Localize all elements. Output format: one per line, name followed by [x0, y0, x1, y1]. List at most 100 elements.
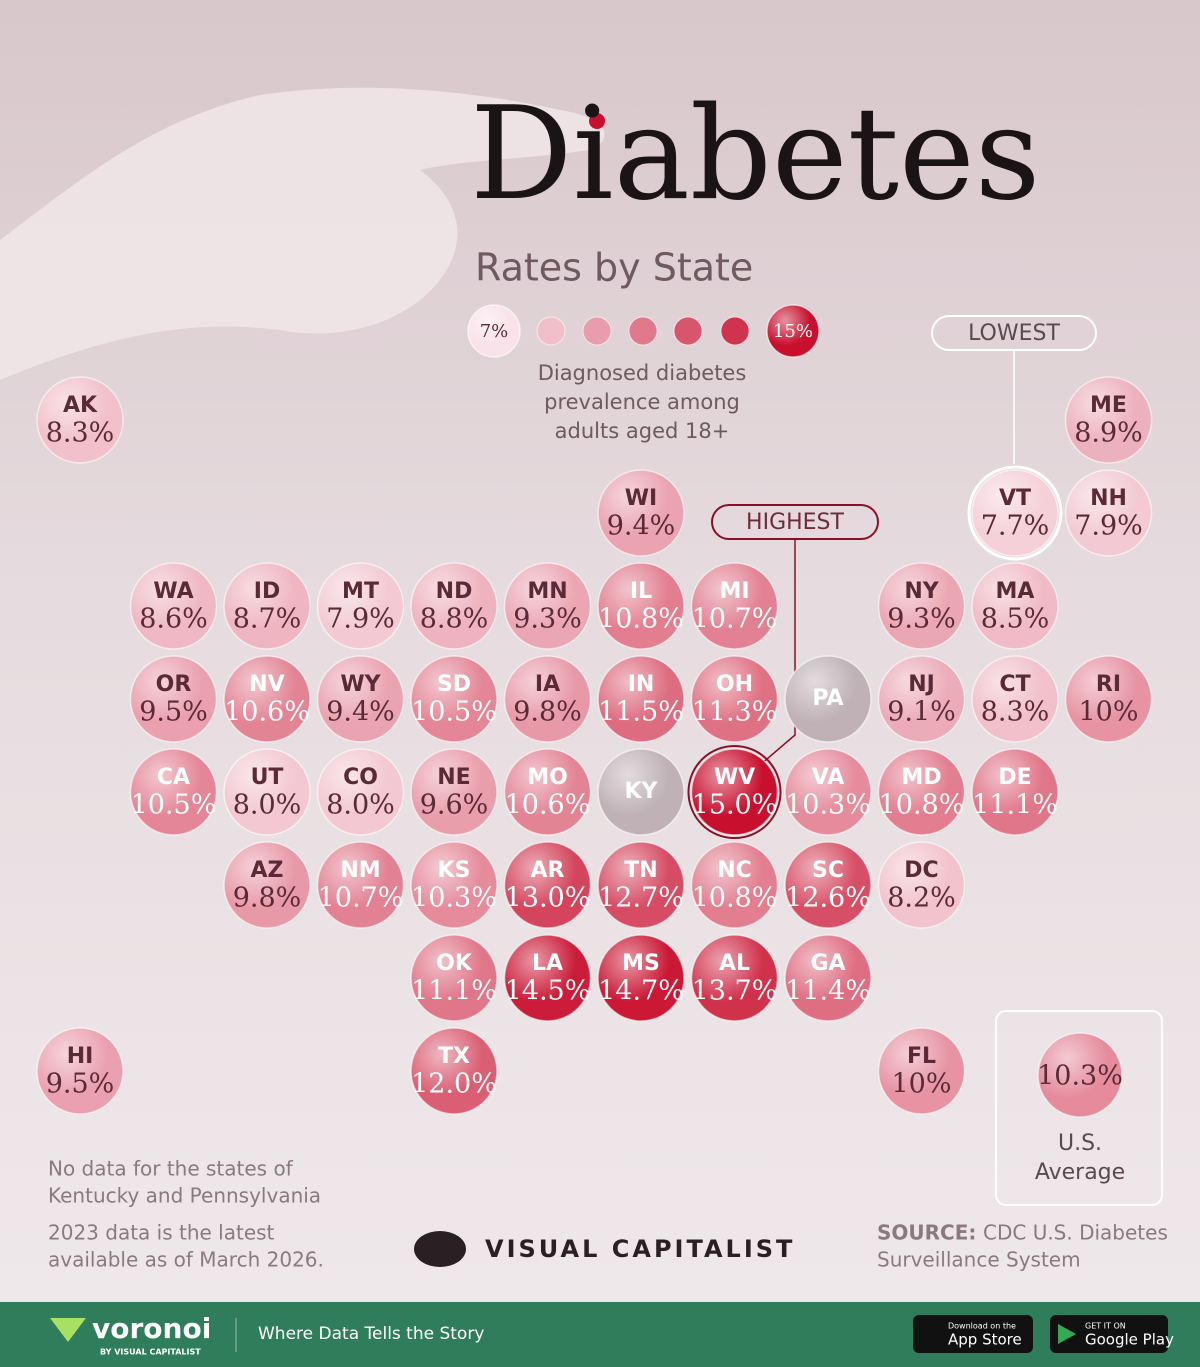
- state-code: VA: [812, 765, 845, 790]
- tile-shine: [598, 563, 684, 649]
- state-code: CO: [343, 765, 378, 790]
- brand: VISUAL CAPITALIST: [414, 1231, 792, 1267]
- tile-shine: [598, 470, 684, 556]
- tile-shine: [878, 749, 965, 835]
- state-value: 15.0%: [692, 790, 778, 821]
- subtitle: Rates by State: [475, 246, 753, 290]
- state-code: WV: [714, 765, 755, 790]
- tile-shine: [1065, 656, 1152, 742]
- app-store-small: Download on the: [948, 1322, 1016, 1331]
- tile-shine: [1065, 377, 1152, 463]
- state-value: 10.5%: [411, 697, 497, 728]
- tile-shine: [598, 749, 684, 835]
- footer-byline: BY VISUAL CAPITALIST: [100, 1348, 201, 1357]
- state-code: ND: [436, 579, 473, 604]
- legend-step: [673, 316, 703, 346]
- tile-shine: [598, 656, 684, 742]
- legend-step: [536, 316, 566, 346]
- tile-shine: [691, 656, 778, 742]
- tile-shine: [785, 935, 871, 1021]
- state-code: MT: [342, 579, 379, 604]
- source-label: SOURCE:: [877, 1221, 976, 1245]
- tile-shine: [691, 563, 778, 649]
- state-code: AR: [531, 858, 565, 883]
- state-code: KY: [625, 779, 659, 804]
- state-value: 8.0%: [233, 790, 302, 821]
- state-value: 12.7%: [598, 883, 684, 914]
- state-code: TN: [624, 858, 657, 883]
- state-value: 14.7%: [598, 976, 684, 1007]
- state-code: CT: [999, 672, 1030, 697]
- state-code: MS: [622, 951, 660, 976]
- state-value: 7.9%: [326, 604, 395, 635]
- tile-shine: [37, 1028, 123, 1114]
- tile-shine: [1038, 1033, 1122, 1117]
- state-value: 9.1%: [887, 697, 956, 728]
- app-store-button[interactable]: [913, 1315, 1033, 1353]
- state-code: VT: [999, 486, 1031, 511]
- state-code: WA: [153, 579, 193, 604]
- tile-shine: [130, 563, 217, 649]
- tile-shine: [504, 935, 591, 1021]
- note: available as of March 2026.: [48, 1248, 324, 1272]
- tile-shine: [224, 656, 310, 742]
- notes: No data for the states of Kentucky and Pe…: [48, 1157, 1168, 1272]
- state-value: 11.5%: [598, 697, 684, 728]
- legend-min-label: 7%: [480, 321, 509, 342]
- state-code: SD: [437, 672, 471, 697]
- state-value: 9.3%: [513, 604, 582, 635]
- callout-highest: HIGHEST: [746, 510, 844, 535]
- average-box: [995, 1010, 1163, 1206]
- average-value: 10.3%: [1037, 1061, 1123, 1092]
- tile-shine: [504, 842, 591, 928]
- state-code: DE: [998, 765, 1031, 790]
- tile-shine: [224, 749, 310, 835]
- legend-step: [582, 316, 612, 346]
- tile-shine: [317, 656, 404, 742]
- state-code: RI: [1096, 672, 1121, 697]
- state-code: GA: [810, 951, 845, 976]
- tile-shine: [411, 842, 497, 928]
- legend-step: [628, 316, 658, 346]
- state-value: 10.7%: [692, 604, 778, 635]
- state-value: 10.8%: [598, 604, 684, 635]
- state-value: 9.3%: [887, 604, 956, 635]
- tile-shine: [691, 842, 778, 928]
- tile-shine: [37, 377, 123, 463]
- state-value: 10.8%: [692, 883, 778, 914]
- google-play-button[interactable]: [1050, 1315, 1168, 1353]
- tile-shine: [972, 470, 1058, 556]
- note: 2023 data is the latest: [48, 1221, 275, 1245]
- state-code: IN: [628, 672, 655, 697]
- tile-shine: [878, 656, 965, 742]
- state-value: 9.8%: [233, 883, 302, 914]
- tile-shine: [504, 656, 591, 742]
- state-value: 9.8%: [513, 697, 582, 728]
- state-code: SC: [812, 858, 844, 883]
- highlight-ring: [967, 465, 1063, 561]
- note: Kentucky and Pennsylvania: [48, 1184, 321, 1208]
- tile-shine: [317, 563, 404, 649]
- state-value: 8.5%: [981, 604, 1050, 635]
- state-value: 11.1%: [972, 790, 1058, 821]
- tile-shine: [411, 656, 497, 742]
- state-code: MA: [996, 579, 1035, 604]
- blood-drop: [589, 113, 605, 129]
- state-code: KS: [438, 858, 471, 883]
- state-value: 9.5%: [139, 697, 208, 728]
- state-value: 8.3%: [981, 697, 1050, 728]
- brand-logo: [414, 1231, 466, 1267]
- state-code: OH: [716, 672, 753, 697]
- tile-shine: [224, 842, 310, 928]
- tile-shine: [598, 935, 684, 1021]
- legend-description: Diagnosed diabetes: [538, 361, 747, 385]
- state-code: PA: [812, 686, 843, 711]
- state-value: 10.5%: [131, 790, 217, 821]
- state-value: 10.8%: [879, 790, 965, 821]
- us-average: 10.3% U.S. Average: [1035, 1032, 1125, 1185]
- callout-line: [759, 539, 796, 766]
- state-code: MD: [901, 765, 941, 790]
- state-code: IL: [630, 579, 652, 604]
- state-code: CA: [157, 765, 190, 790]
